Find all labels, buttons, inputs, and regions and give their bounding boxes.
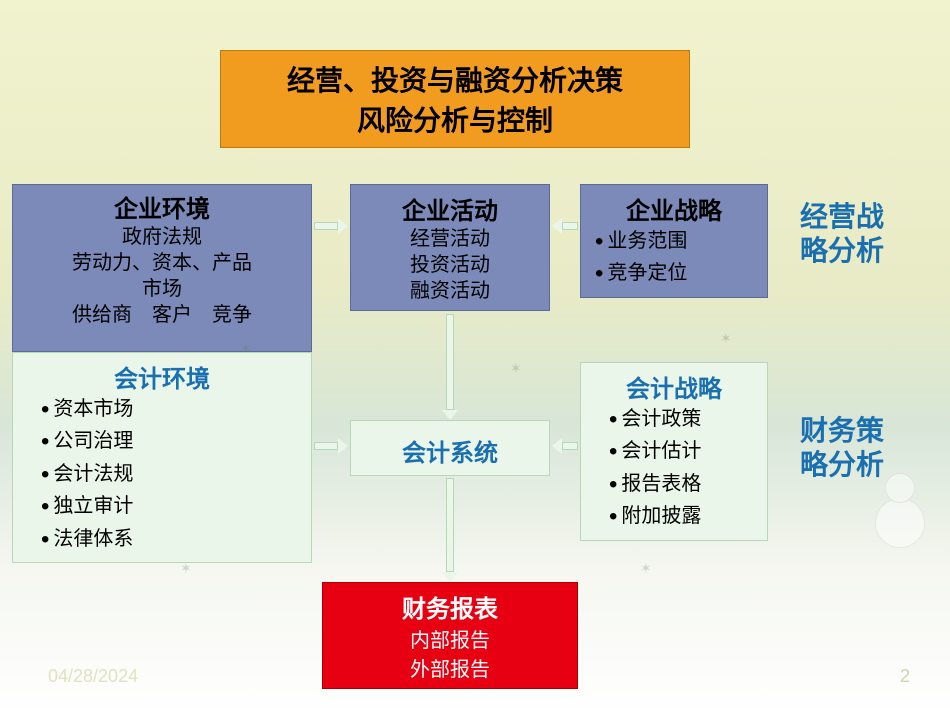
snowflake-icon: ✶ — [510, 360, 522, 377]
arrow-sys-report-line — [446, 478, 454, 572]
side-label-fin: 财务策 略分析 — [800, 414, 884, 481]
acct-env-bullet-1: 公司治理 — [13, 426, 311, 458]
env-box: 企业环境 政府法规 劳动力、资本、产品 市场 供给商 客户 竞争 — [12, 184, 312, 352]
report-sub-1: 外部报告 — [323, 653, 577, 682]
report-box: 财务报表 内部报告 外部报告 — [322, 582, 578, 689]
snowflake-icon: ✶ — [180, 560, 192, 577]
title-line1: 经营、投资与融资分析决策 — [221, 59, 689, 99]
activity-sub-2: 融资活动 — [351, 278, 549, 304]
acct-env-bullet-0: 资本市场 — [13, 394, 311, 426]
acct-strat-title: 会计战略 — [581, 369, 767, 404]
arrow-activity-sys-line — [446, 314, 454, 410]
strategy-header: 企业战略 — [581, 191, 767, 226]
acct-env-bullet-2: 会计法规 — [13, 459, 311, 491]
env-line-1: 政府法规 — [13, 224, 311, 250]
acct-strat-bullet-3: 附加披露 — [581, 501, 767, 533]
env-line-4: 供给商 客户 竞争 — [13, 302, 311, 328]
arrow-aenv-sys-head — [338, 438, 348, 454]
footer-date: 04/28/2024 — [48, 666, 138, 687]
acct-strat-bullet-1: 会计估计 — [581, 436, 767, 468]
env-line-3: 市场 — [13, 276, 311, 302]
snowflake-icon: ✶ — [240, 340, 252, 357]
footer-page: 2 — [900, 666, 910, 687]
strategy-bullet-0: 业务范围 — [581, 226, 767, 258]
activity-header: 企业活动 — [351, 191, 549, 226]
activity-sub-1: 投资活动 — [351, 252, 549, 278]
acct-env-title: 会计环境 — [13, 359, 311, 394]
report-sub-0: 内部报告 — [323, 624, 577, 653]
activity-box: 企业活动 经营活动 投资活动 融资活动 — [350, 184, 550, 311]
snowman-icon — [870, 473, 930, 563]
arrow-env-activity-line — [314, 222, 338, 230]
acct-env-bullet-4: 法律体系 — [13, 524, 311, 556]
arrow-astrat-sys-line — [562, 442, 578, 450]
title-line2: 风险分析与控制 — [221, 99, 689, 139]
arrow-strat-activity-line — [562, 222, 578, 230]
strategy-bullet-1: 竞争定位 — [581, 258, 767, 290]
side-op-l1: 经营战 — [800, 200, 884, 234]
acct-env-box: 会计环境 资本市场 公司治理 会计法规 独立审计 法律体系 — [12, 352, 312, 563]
side-op-l2: 略分析 — [800, 234, 884, 268]
arrow-sys-report-head — [442, 572, 458, 582]
side-fin-l1: 财务策 — [800, 414, 884, 448]
snowflake-icon: ✶ — [640, 560, 652, 577]
env-header: 企业环境 — [13, 189, 311, 224]
arrow-astrat-sys-head — [552, 438, 562, 454]
acct-env-bullet-3: 独立审计 — [13, 491, 311, 523]
acct-strat-bullet-0: 会计政策 — [581, 404, 767, 436]
title-box: 经营、投资与融资分析决策 风险分析与控制 — [220, 50, 690, 148]
activity-sub-0: 经营活动 — [351, 226, 549, 252]
acct-sys-label: 会计系统 — [402, 440, 498, 467]
arrow-strat-activity-head — [552, 218, 562, 234]
acct-sys-box: 会计系统 — [350, 420, 550, 476]
acct-strat-bullet-2: 报告表格 — [581, 469, 767, 501]
side-label-op: 经营战 略分析 — [800, 200, 884, 267]
snowflake-icon: ✶ — [720, 330, 732, 347]
env-line-2: 劳动力、资本、产品 — [13, 250, 311, 276]
arrow-aenv-sys-line — [314, 442, 338, 450]
report-title: 财务报表 — [323, 589, 577, 624]
arrow-activity-sys-head — [442, 410, 458, 420]
strategy-box: 企业战略 业务范围 竞争定位 — [580, 184, 768, 298]
arrow-env-activity-head — [338, 218, 348, 234]
acct-strat-box: 会计战略 会计政策 会计估计 报告表格 附加披露 — [580, 362, 768, 541]
